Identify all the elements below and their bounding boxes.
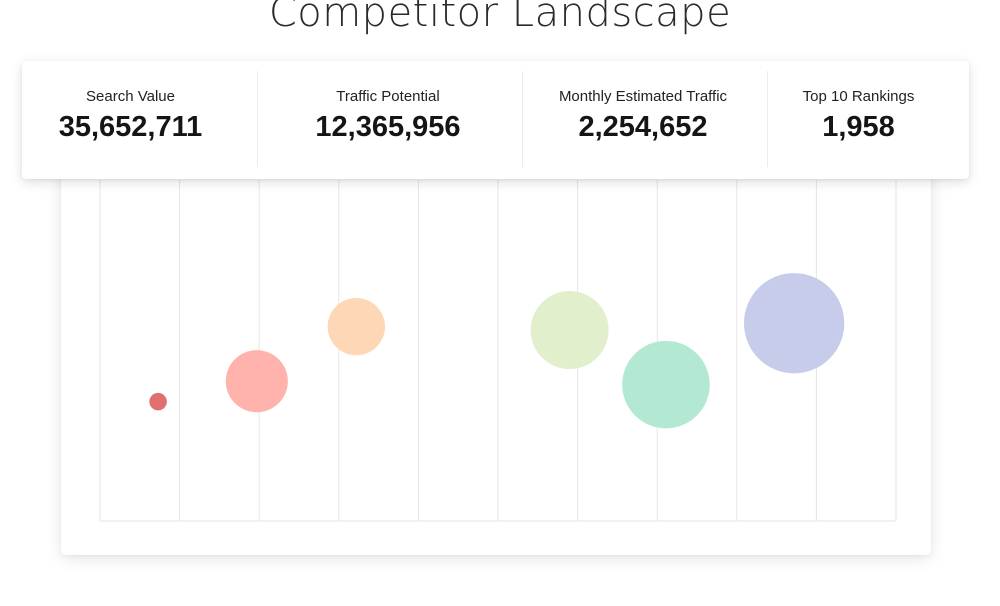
- stat-label: Top 10 Rankings: [802, 88, 915, 105]
- stat-value: 12,365,956: [315, 111, 461, 143]
- stat-divider: [257, 71, 258, 167]
- bubble-point[interactable]: [225, 350, 288, 413]
- bubble-point[interactable]: [743, 273, 845, 374]
- stat-value: 1,958: [822, 111, 895, 143]
- stat-label: Traffic Potential: [336, 88, 440, 105]
- page-title: Competitor Landscape: [268, 0, 732, 36]
- stat-divider: [522, 71, 523, 167]
- stat-divider: [767, 71, 768, 167]
- stat-search-value: Search Value 35,652,711: [22, 61, 239, 179]
- bubble-chart-card: [61, 150, 931, 555]
- bubble-point[interactable]: [622, 340, 710, 429]
- stat-label: Search Value: [86, 88, 175, 105]
- stat-label: Monthly Estimated Traffic: [558, 88, 728, 105]
- bubble-point[interactable]: [327, 297, 385, 356]
- stats-summary-card: Search Value 35,652,711 Traffic Potentia…: [22, 61, 969, 179]
- bubble-point[interactable]: [149, 392, 167, 411]
- stat-monthly-estimated-traffic: Monthly Estimated Traffic 2,254,652: [523, 61, 763, 179]
- stat-top-10-rankings: Top 10 Rankings 1,958: [768, 61, 949, 179]
- bubble-point[interactable]: [530, 291, 609, 370]
- stat-value: 2,254,652: [578, 111, 708, 143]
- stat-value: 35,652,711: [58, 111, 203, 143]
- bubble-chart: [99, 180, 897, 522]
- stat-traffic-potential: Traffic Potential 12,365,956: [258, 61, 518, 179]
